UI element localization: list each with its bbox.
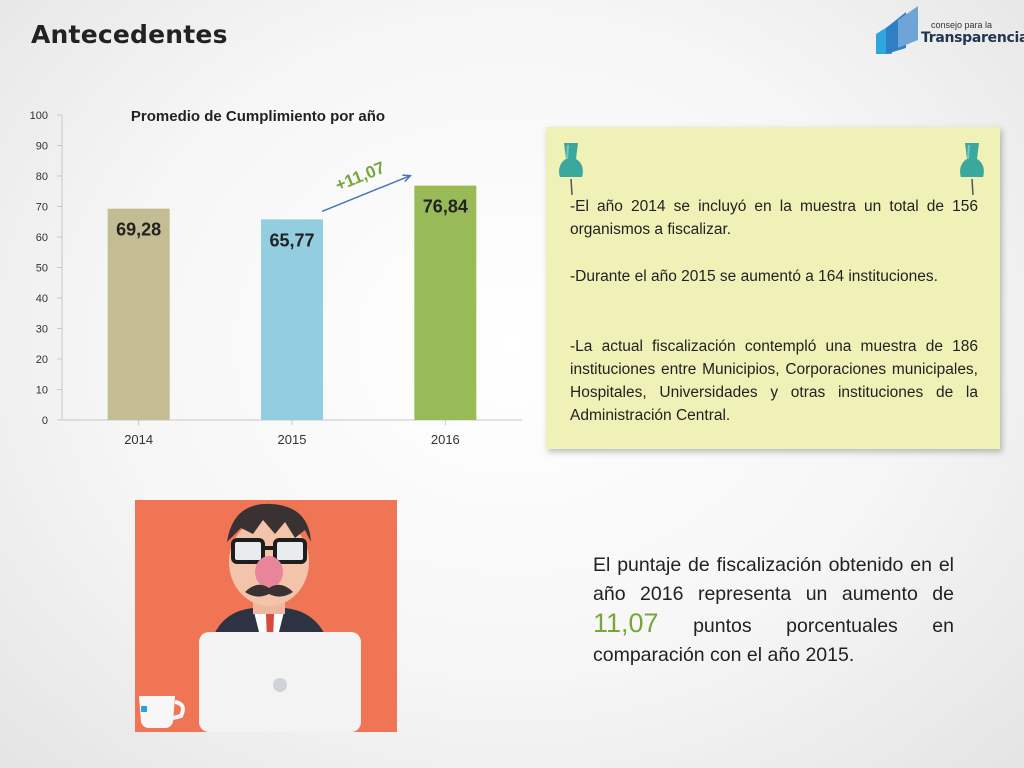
highlight-value: 11,07 [593, 608, 659, 638]
summary-text-before: El puntaje de fiscalización obtenido en … [593, 554, 954, 605]
x-tick-label: 2015 [278, 432, 307, 447]
y-tick-label: 100 [30, 110, 48, 122]
data-label: 65,77 [269, 230, 314, 250]
logo-mark-icon [876, 6, 918, 54]
y-tick-label: 20 [36, 354, 48, 366]
summary-text-after: puntos porcentuales en comparación con e… [593, 615, 954, 666]
page-title: Antecedentes [31, 20, 228, 49]
man-at-laptop-illustration [135, 500, 397, 732]
increase-arrow-head [402, 174, 412, 183]
chart-title: Promedio de Cumplimiento por año [131, 108, 385, 125]
y-tick-label: 10 [36, 385, 48, 397]
consejo-transparencia-logo: consejo para la Transparencia [872, 4, 1024, 58]
sticky-note: -El año 2014 se incluyó en la muestra un… [546, 127, 1000, 449]
bar-chart: Promedio de Cumplimiento por año 0 10 20 30… [30, 108, 522, 447]
increase-annotation: +11,07 [333, 158, 388, 195]
bar-2015 [261, 219, 323, 420]
y-tick-label: 0 [42, 415, 48, 427]
y-tick-label: 90 [36, 141, 48, 153]
note-paragraph-1: -El año 2014 se incluyó en la muestra un… [570, 198, 978, 238]
x-tick-label: 2014 [124, 432, 153, 447]
increase-arrow-line [321, 174, 411, 213]
data-label: 76,84 [423, 197, 468, 217]
note-paragraph-3: -La actual fiscalización contempló una m… [570, 338, 978, 424]
y-tick-label: 40 [36, 293, 48, 305]
bar-2014 [107, 208, 170, 420]
pushpin-icon [960, 143, 984, 196]
y-tick-label: 50 [36, 263, 48, 275]
pushpin-icon [559, 143, 583, 196]
logo-big-text: Transparencia [921, 30, 1024, 46]
summary-text: El puntaje de fiscalización obtenido en … [593, 551, 954, 670]
bar-2016 [414, 185, 477, 420]
y-tick-label: 30 [36, 324, 48, 336]
logo-small-text: consejo para la [931, 20, 993, 30]
y-tick-label: 60 [36, 232, 48, 244]
y-tick-label: 70 [36, 202, 48, 214]
x-tick-label: 2016 [431, 432, 460, 447]
data-label: 69,28 [116, 220, 161, 240]
note-paragraph-2: -Durante el año 2015 se aumentó a 164 in… [570, 268, 938, 285]
y-tick-label: 80 [36, 171, 48, 183]
